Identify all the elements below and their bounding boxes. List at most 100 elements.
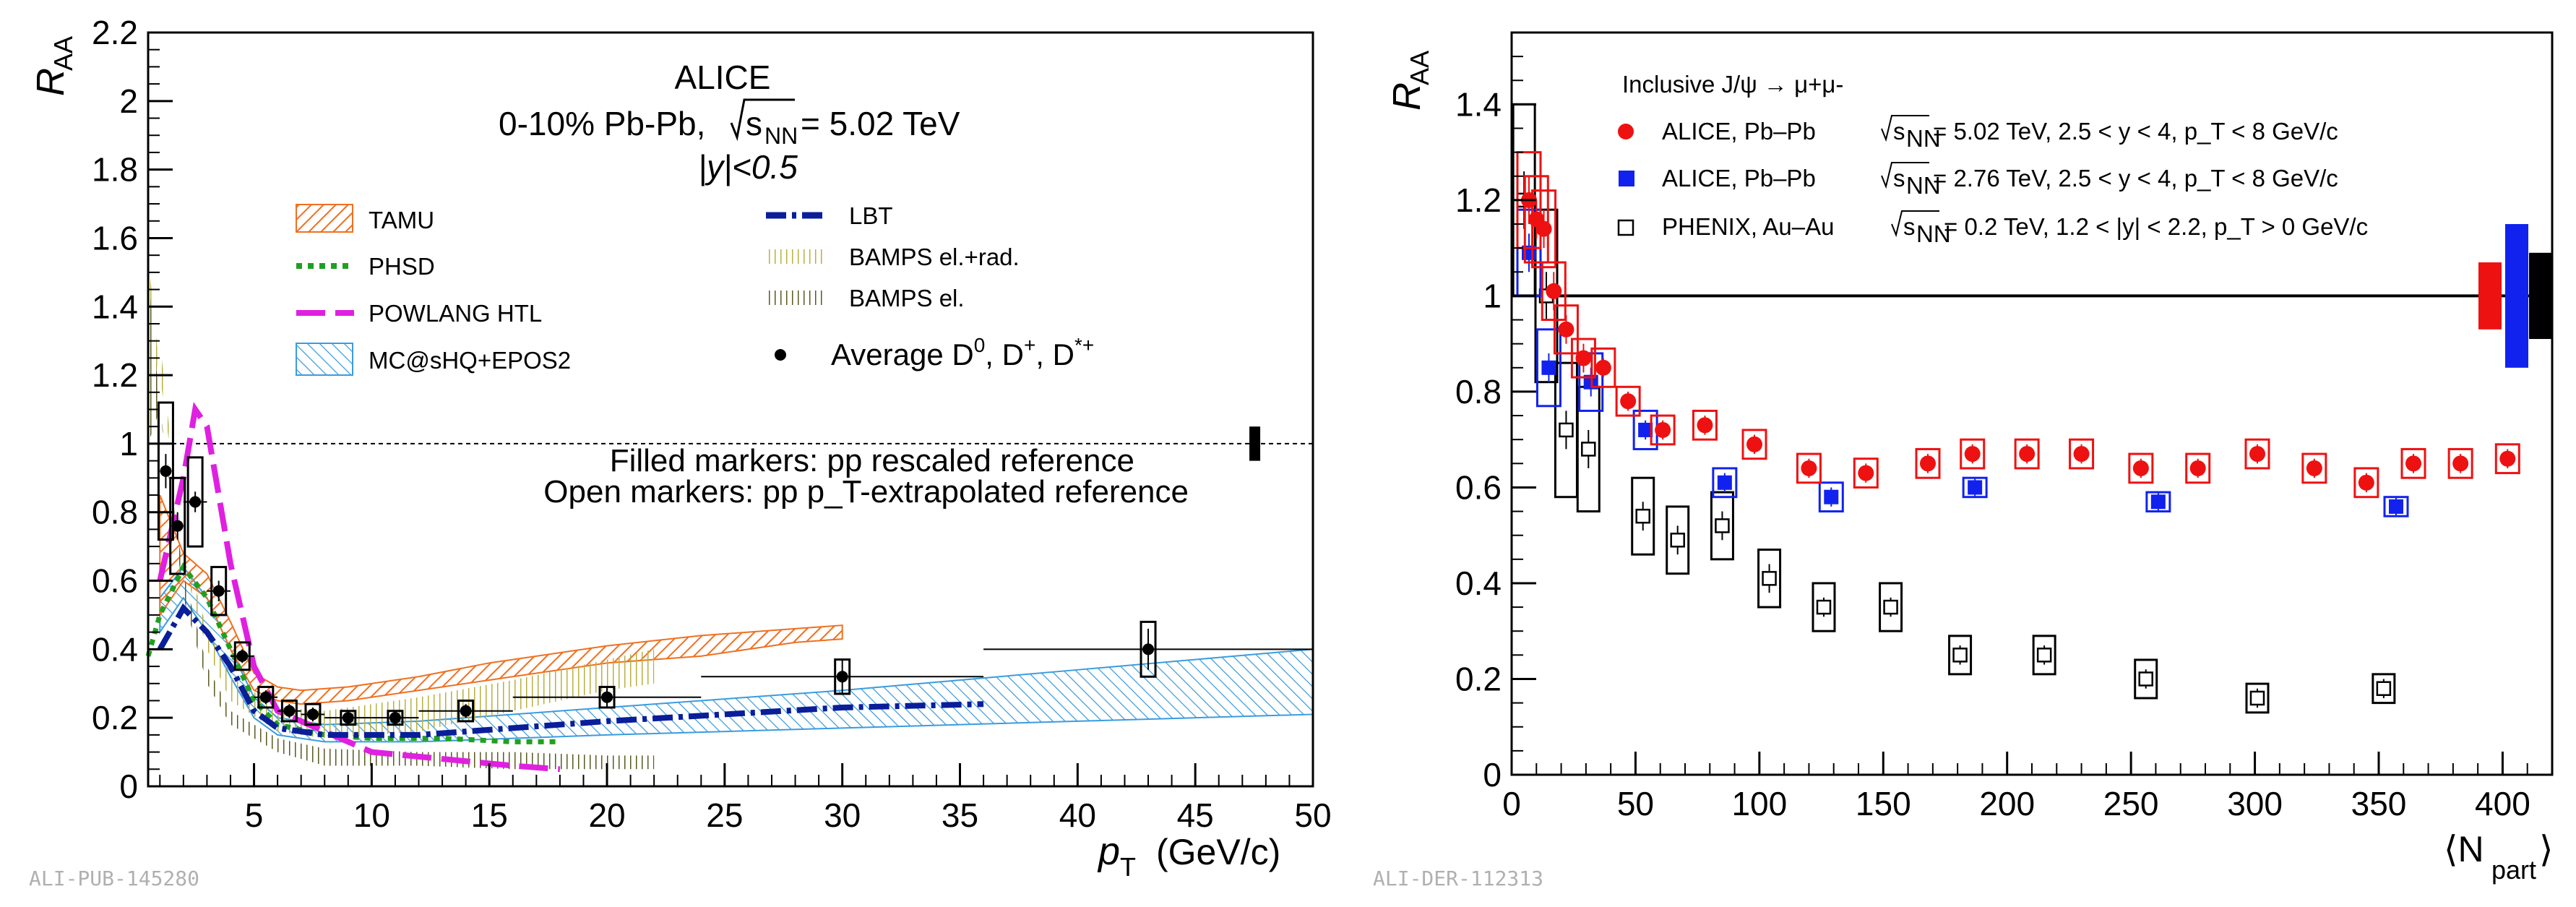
- left-y-tick-label: 1.2: [92, 356, 138, 394]
- right-chart: 0 50 100 150 200 250 300 350 400 0 0.2 0.4 0.6 0.8 1 1.…: [1385, 31, 2554, 885]
- right-ylabel-r: R: [1385, 82, 1429, 111]
- legend-label-alice276-post: = 2.76 TeV, 2.5 < y < 4, p_T < 8 GeV/c: [1933, 165, 2338, 192]
- point-alice276: [1818, 481, 1844, 513]
- left-x-tick-label: 15: [471, 796, 508, 834]
- left-point-marker: [283, 705, 296, 717]
- syst-box-alice502: [2128, 452, 2154, 484]
- left-data-point: [230, 641, 254, 671]
- left-normalization-box: [1249, 426, 1261, 461]
- right-y-tick-label: 0.6: [1455, 468, 1502, 506]
- point-alice502: [1570, 338, 1596, 379]
- syst-box-phenix: [2372, 673, 2396, 705]
- marker-alice502: [2405, 455, 2421, 472]
- point-alice502: [2014, 438, 2040, 470]
- point-phenix: [1948, 635, 1973, 676]
- marker-phenix: [2138, 671, 2153, 687]
- point-alice502: [1915, 447, 1941, 479]
- left-point-marker: [460, 705, 472, 717]
- syst-box-phenix: [1879, 582, 1903, 632]
- left-point-syst: [233, 641, 251, 671]
- left-y-tick-label: 0.6: [92, 562, 138, 600]
- left-x-tick-label: 20: [588, 796, 625, 834]
- point-alice276: [2145, 491, 2171, 513]
- syst-box-alice502: [1650, 414, 1676, 446]
- left-data-points: [157, 401, 1313, 726]
- left-x-tick-label: 50: [1294, 796, 1331, 834]
- legend-sqrt-nn-3: NN: [1916, 220, 1951, 247]
- marker-phenix: [2376, 681, 2392, 696]
- left-y-tick-label: 2: [119, 82, 138, 120]
- syst-box-alice276: [1535, 328, 1561, 408]
- left-point-syst: [186, 456, 204, 548]
- right-x-tick-label: 350: [2351, 785, 2407, 822]
- left-data-point: [183, 456, 207, 548]
- global-uncertainty-alice276: [2505, 224, 2528, 368]
- syst-box-alice502: [2301, 452, 2327, 484]
- marker-alice502: [2452, 455, 2469, 472]
- marker-phenix: [2249, 690, 2265, 706]
- legend-sqrt-phenix: s NN: [1891, 210, 1951, 247]
- left-point-syst: [1140, 620, 1157, 678]
- marker-alice502: [1535, 220, 1552, 237]
- syst-box-alice502: [2400, 447, 2426, 479]
- left-axis-ticks: 5 10 15 20 25 30 35 40 45 50 0 0.2 0.4 0.6 0.8 1 1.2 1.4 1…: [92, 14, 1332, 834]
- left-point-syst: [834, 658, 851, 695]
- left-point-marker: [306, 708, 319, 721]
- right-publication-id: ALI-DER-112313: [1373, 867, 1543, 890]
- marker-alice502: [1964, 446, 1981, 463]
- legend-marker-phenix: [1617, 219, 1634, 236]
- left-point-syst: [257, 686, 275, 709]
- marker-alice502: [2306, 460, 2322, 476]
- marker-phenix: [1581, 442, 1596, 457]
- left-y-tick-label: 1.6: [92, 219, 138, 257]
- point-alice502: [2301, 452, 2327, 484]
- left-point-marker: [189, 496, 202, 508]
- left-note-open: Open markers: pp p_T-extrapolated refere…: [543, 474, 1189, 510]
- legend-label-powlang: POWLANG HTL: [369, 300, 542, 327]
- marker-alice502: [1697, 417, 1713, 434]
- left-data-point: [301, 702, 325, 726]
- legend-sqrt-alice502: s NN: [1881, 115, 1941, 152]
- left-xlabel-t: T: [1120, 852, 1136, 882]
- marker-alice502: [1546, 283, 1562, 299]
- legend-label-lbt: LBT: [849, 202, 893, 229]
- marker-phenix: [1670, 533, 1685, 548]
- left-data-point: [254, 686, 278, 709]
- right-y-tick-label: 0: [1483, 756, 1502, 794]
- left-point-syst: [169, 476, 186, 575]
- point-alice502: [1853, 457, 1879, 489]
- legend-sqrt-s-3: s: [1903, 213, 1916, 240]
- right-x-tick-label: 0: [1502, 785, 1521, 822]
- left-ylabel: R AA: [29, 36, 78, 96]
- left-data-point: [207, 566, 231, 616]
- marker-alice276: [1541, 360, 1556, 375]
- point-phenix: [1666, 505, 1690, 575]
- point-phenix: [1757, 549, 1782, 609]
- legend-sqrt-alice276: s NN: [1881, 162, 1941, 199]
- syst-box-alice502: [2069, 438, 2095, 470]
- left-point-syst: [210, 566, 228, 616]
- point-alice502: [1553, 304, 1579, 355]
- point-alice502: [1615, 385, 1641, 417]
- right-y-tick-label: 0.2: [1455, 660, 1502, 697]
- left-y-tick-label: 0: [119, 768, 138, 805]
- marker-alice502: [2019, 446, 2036, 463]
- point-phenix: [1576, 385, 1601, 513]
- right-y-tick-label: 1: [1483, 277, 1502, 314]
- left-data-point: [983, 620, 1313, 678]
- left-note-filled: Filled markers: pp rescaled reference: [610, 443, 1134, 478]
- marker-phenix: [1952, 648, 1968, 663]
- left-subtitle-rapidity: |y|<0.5: [698, 148, 798, 186]
- right-legend: Inclusive J/ψ → μ+μ- ALICE, Pb–Pb s NN =…: [1617, 71, 2368, 247]
- point-phenix: [2372, 673, 2396, 705]
- left-model-curves: [145, 255, 1314, 773]
- marker-alice502: [1575, 350, 1592, 366]
- left-point-syst: [304, 702, 322, 726]
- syst-box-phenix: [1812, 582, 1836, 632]
- point-alice502: [2185, 452, 2211, 484]
- syst-box-phenix: [1631, 476, 1655, 556]
- legend-sqrt-s-1: s: [1893, 118, 1905, 145]
- marker-alice502: [1620, 393, 1637, 410]
- point-alice276: [1962, 476, 1988, 499]
- marker-phenix: [1559, 422, 1574, 438]
